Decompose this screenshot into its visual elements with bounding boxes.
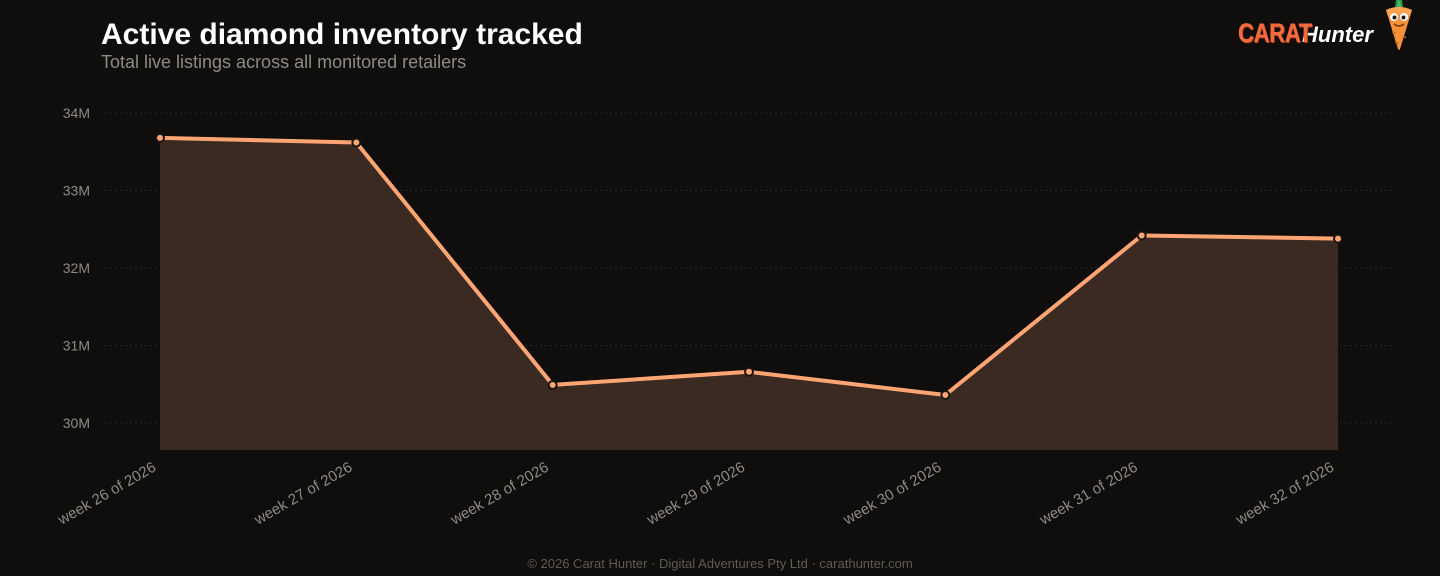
footer-copyright: © 2026 Carat Hunter · Digital Adventures… — [527, 556, 913, 571]
y-tick-label: 33M — [63, 183, 90, 199]
brand-logo[interactable]: CARAT Hunter — [1238, 18, 1373, 58]
data-point[interactable] — [744, 366, 754, 377]
y-tick-label: 34M — [63, 105, 90, 121]
data-point[interactable] — [940, 390, 951, 401]
x-tick-label: week 30 of 2026 — [840, 459, 945, 529]
y-tick-label: 30M — [63, 415, 90, 431]
x-tick-label: week 29 of 2026 — [643, 459, 748, 529]
data-point[interactable] — [351, 137, 362, 148]
y-tick-label: 32M — [63, 260, 90, 276]
data-points — [155, 132, 1343, 401]
data-point[interactable] — [1333, 233, 1343, 244]
x-tick-label: week 26 of 2026 — [54, 459, 159, 529]
y-tick-label: 31M — [63, 337, 90, 353]
data-point[interactable] — [155, 132, 165, 143]
data-point[interactable] — [547, 379, 558, 390]
area-fill — [160, 137, 1338, 450]
x-tick-label: week 32 of 2026 — [1232, 459, 1337, 529]
carrot-mascot-icon — [1386, 0, 1412, 50]
x-tick-label: week 27 of 2026 — [251, 459, 356, 529]
x-tick-label: week 31 of 2026 — [1036, 459, 1141, 529]
x-axis-ticks: week 26 of 2026 week 27 of 2026 week 28 of… — [54, 459, 1337, 529]
chart-title: Active diamond inventory tracked — [101, 18, 583, 51]
chart-subtitle: Total live listings across all monitored… — [101, 52, 467, 72]
x-tick-label: week 28 of 2026 — [447, 459, 552, 529]
y-axis-ticks: 30M 31M 32M 33M 34M — [63, 105, 90, 431]
data-point[interactable] — [1136, 230, 1147, 241]
brand-name-hunter: Hunter — [1302, 22, 1373, 47]
